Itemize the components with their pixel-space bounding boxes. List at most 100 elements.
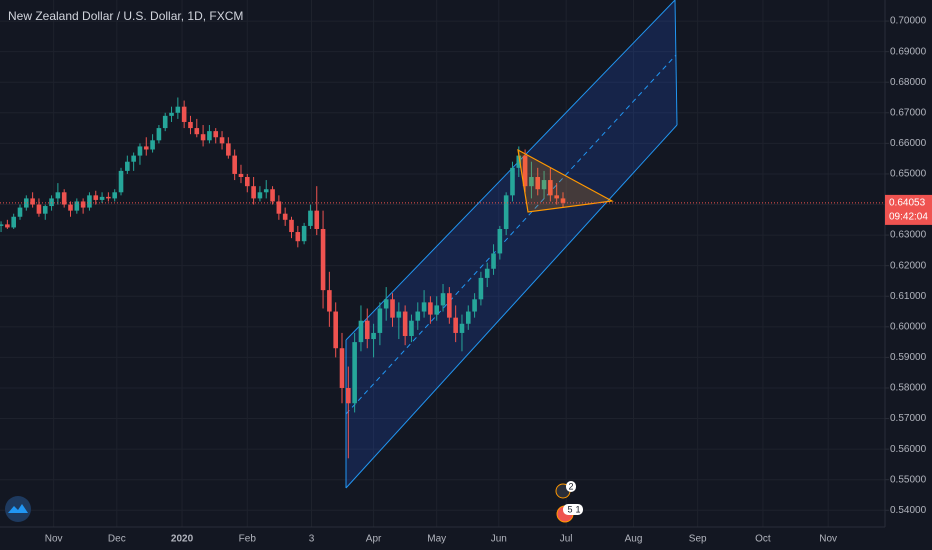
candle-body bbox=[383, 299, 389, 309]
candle-body bbox=[162, 115, 168, 129]
x-tick-label: 3 bbox=[309, 534, 315, 545]
candle-body bbox=[263, 189, 269, 193]
y-tick-label: 0.66000 bbox=[890, 138, 927, 149]
logo-mark bbox=[8, 504, 28, 513]
countdown-label: 09:42:04 bbox=[889, 212, 928, 223]
candle-body bbox=[232, 155, 237, 174]
y-tick-label: 0.63000 bbox=[890, 230, 927, 241]
candle-body bbox=[24, 198, 29, 208]
candle-body bbox=[358, 320, 364, 343]
candle-body bbox=[156, 128, 162, 141]
candle-body bbox=[49, 198, 54, 207]
x-tick-label: Aug bbox=[625, 534, 643, 545]
candle-body bbox=[257, 192, 263, 199]
x-tick-label: Oct bbox=[755, 534, 771, 545]
candle-body bbox=[150, 140, 155, 150]
y-tick-label: 0.67000 bbox=[890, 107, 927, 118]
candle-body bbox=[465, 311, 471, 324]
candle-body bbox=[447, 293, 452, 318]
y-tick-label: 0.69000 bbox=[890, 46, 927, 57]
axes: 0.54000 0.55000 0.56000 0.57000 0.58000 0.590… bbox=[45, 16, 927, 545]
candle-body bbox=[188, 121, 193, 129]
candle-body bbox=[314, 210, 320, 229]
candle-body bbox=[308, 210, 313, 226]
candle-body bbox=[535, 177, 541, 190]
candle-body bbox=[497, 228, 503, 254]
candle-body bbox=[459, 323, 465, 333]
candle-body bbox=[346, 387, 351, 404]
candle-body bbox=[200, 134, 206, 141]
candle-body bbox=[5, 224, 10, 228]
x-tick-label: Feb bbox=[239, 534, 257, 545]
candle-body bbox=[42, 206, 48, 214]
candle-body bbox=[301, 225, 307, 242]
x-tick-label: Sep bbox=[689, 534, 707, 545]
y-tick-label: 0.70000 bbox=[890, 16, 927, 27]
candle-body bbox=[371, 332, 376, 340]
candle-body bbox=[491, 253, 496, 269]
y-tick-label: 0.65000 bbox=[890, 169, 927, 180]
candle-body bbox=[213, 131, 219, 138]
candle-body bbox=[516, 155, 522, 168]
x-tick-label: Jun bbox=[491, 534, 507, 545]
candle-body bbox=[74, 201, 80, 211]
chart-title: New Zealand Dollar / U.S. Dollar, 1D, FX… bbox=[8, 9, 243, 23]
candle-body bbox=[80, 201, 86, 208]
candle-body bbox=[453, 317, 458, 333]
candle-body bbox=[440, 293, 446, 306]
candle-body bbox=[282, 213, 288, 220]
candle-body bbox=[30, 198, 35, 205]
candle-body bbox=[503, 195, 509, 229]
candle-body bbox=[270, 189, 275, 202]
candle-body bbox=[320, 228, 326, 291]
candle-body bbox=[131, 155, 136, 162]
channel-right bbox=[674, 0, 678, 126]
x-tick-label: 2020 bbox=[171, 534, 194, 545]
candle-body bbox=[181, 106, 187, 122]
y-tick-label: 0.68000 bbox=[890, 77, 927, 88]
candle-body bbox=[0, 224, 4, 226]
x-tick-label: Dec bbox=[108, 534, 126, 545]
event-badge bbox=[563, 504, 583, 515]
candle-body bbox=[61, 192, 67, 205]
candle-body bbox=[226, 143, 231, 156]
candle-body bbox=[390, 299, 395, 318]
candle-body bbox=[529, 177, 534, 187]
y-tick-label: 0.54000 bbox=[890, 505, 927, 516]
candle-body bbox=[125, 161, 130, 171]
candle-body bbox=[377, 308, 383, 333]
triangle-drawing bbox=[517, 148, 614, 213]
candle-body bbox=[238, 173, 244, 178]
y-tick-label: 0.57000 bbox=[890, 413, 927, 424]
channel-lower bbox=[345, 124, 678, 489]
candle-body bbox=[484, 268, 490, 278]
candle-body bbox=[137, 146, 143, 156]
event-badge bbox=[566, 481, 576, 492]
candle-body bbox=[143, 146, 149, 150]
candle-body bbox=[194, 128, 200, 135]
y-tick-label: 0.59000 bbox=[890, 352, 927, 363]
candle-body bbox=[522, 155, 528, 187]
candle-body bbox=[434, 305, 440, 315]
candle-body bbox=[415, 311, 421, 321]
channel-mid bbox=[345, 54, 677, 415]
event-count: 1 bbox=[575, 504, 580, 514]
candle-body bbox=[352, 342, 357, 404]
y-tick-label: 0.58000 bbox=[890, 383, 927, 394]
candle-body bbox=[87, 195, 92, 208]
x-tick-label: Nov bbox=[819, 534, 837, 545]
x-tick-label: Jul bbox=[560, 534, 573, 545]
candle-body bbox=[478, 277, 484, 300]
candle-body bbox=[421, 302, 427, 312]
candle-body bbox=[169, 112, 174, 116]
candle-body bbox=[55, 192, 61, 199]
y-tick-label: 0.62000 bbox=[890, 260, 927, 271]
event-count: 5 bbox=[567, 504, 572, 514]
candle-body bbox=[11, 216, 16, 228]
candle-body bbox=[364, 320, 370, 340]
candle-body bbox=[99, 196, 105, 200]
x-tick-label: Nov bbox=[45, 534, 63, 545]
x-tick-label: May bbox=[427, 534, 446, 545]
